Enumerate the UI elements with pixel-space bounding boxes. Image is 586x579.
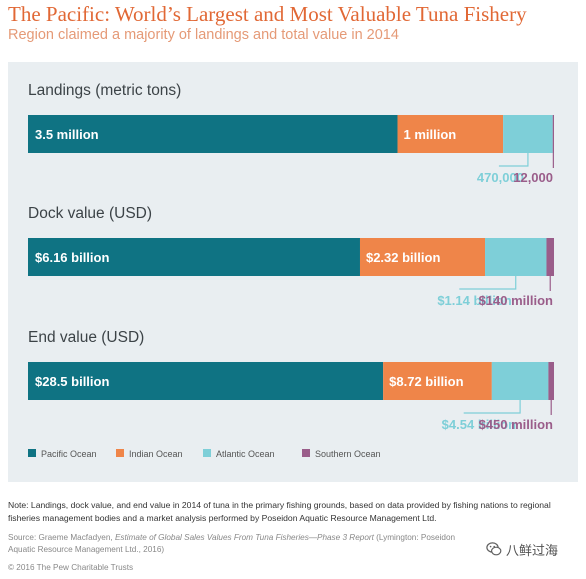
bar-segment <box>485 238 547 276</box>
data-label: 470,000 <box>477 170 524 185</box>
data-label: $1.14 billion <box>437 293 511 308</box>
bar-segment <box>503 115 553 153</box>
chart-panel: Landings (metric tons) 3.5 million 1 milli… <box>8 62 578 482</box>
bar-segment <box>28 115 398 153</box>
legend-swatch <box>116 449 124 457</box>
legend-label: Southern Ocean <box>315 449 381 459</box>
chart-source: Source: Graeme Macfadyen, Estimate of Gl… <box>8 532 478 556</box>
watermark: 八鲜过海 <box>486 540 558 558</box>
source-title: Estimate of Global Sales Values From Tun… <box>114 533 374 542</box>
data-label: 3.5 million <box>35 127 99 142</box>
watermark-text: 八鲜过海 <box>506 542 559 558</box>
legend-label: Atlantic Ocean <box>216 449 275 459</box>
legend-swatch <box>302 449 310 457</box>
data-label: 12,000 <box>513 170 553 185</box>
data-label: $6.16 billion <box>35 250 109 265</box>
legend-swatch <box>28 449 36 457</box>
bar-segment <box>397 115 504 153</box>
category-label: Landings (metric tons) <box>28 82 181 99</box>
bar-segment <box>28 362 384 400</box>
bar-segment <box>548 362 554 400</box>
source-prefix: Source: Graeme Macfadyen, <box>8 533 115 542</box>
copyright-text: © 2016 The Pew Charitable Trusts <box>8 563 134 572</box>
category-label: Dock value (USD) <box>28 205 152 222</box>
bar-segment <box>383 362 492 400</box>
chart-title: The Pacific: World’s Largest and Most Va… <box>8 2 527 26</box>
data-label: $2.32 billion <box>366 250 440 265</box>
leader-line <box>463 400 521 414</box>
legend-swatch <box>203 449 211 457</box>
bar-segment <box>28 238 360 276</box>
chart-note: Note: Landings, dock value, and end valu… <box>8 500 551 523</box>
data-label: 1 million <box>404 127 457 142</box>
wechat-icon <box>486 542 502 556</box>
category-label: End value (USD) <box>28 329 144 346</box>
source-suffix: (Lymington: Poseidon Aquatic Resource Ma… <box>8 533 456 554</box>
data-label: $8.72 billion <box>389 374 463 389</box>
legend-label: Pacific Ocean <box>41 449 97 459</box>
data-label: $140 million <box>479 293 553 308</box>
chart-subtitle: Region claimed a majority of landings an… <box>8 27 399 43</box>
data-label: $450 million <box>479 417 553 432</box>
data-label: $4.54 billion <box>442 417 516 432</box>
stacked-bar-chart: Landings (metric tons) 3.5 million 1 milli… <box>28 82 554 459</box>
leader-line <box>498 153 529 167</box>
bar-segment <box>546 238 554 276</box>
bar-segment <box>491 362 549 400</box>
bar-segment <box>552 115 554 153</box>
leader-line <box>459 276 517 290</box>
legend-label: Indian Ocean <box>129 449 183 459</box>
bar-segment <box>359 238 486 276</box>
data-label: $28.5 billion <box>35 374 109 389</box>
